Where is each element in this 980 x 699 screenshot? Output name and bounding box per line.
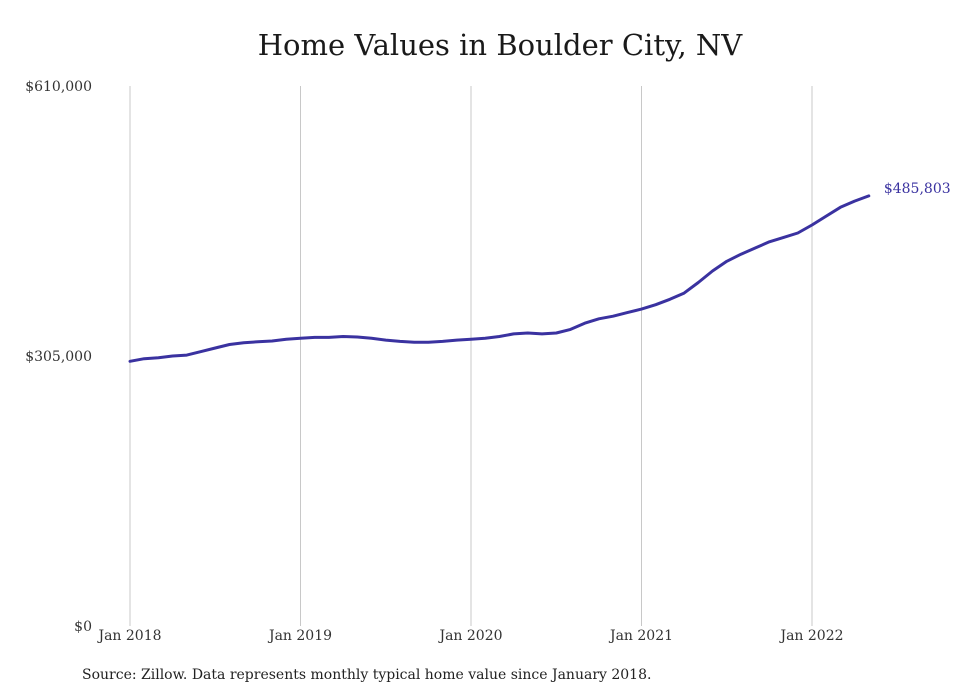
end-value-label: $485,803 (884, 181, 951, 197)
chart-title: Home Values in Boulder City, NV (257, 28, 743, 62)
source-note: Source: Zillow. Data represents monthly … (82, 667, 652, 683)
y-axis: $0 $305,000 $610,000 (25, 79, 92, 635)
end-value-label-group: $485,803 (884, 181, 951, 197)
grid-lines (129, 86, 813, 626)
y-tick-label: $0 (74, 619, 92, 635)
x-tick-label: Jan 2018 (96, 628, 161, 644)
x-tick-label: Jan 2021 (608, 628, 673, 644)
y-tick-label: $305,000 (25, 349, 92, 365)
series (128, 194, 871, 363)
x-tick-label: Jan 2019 (267, 628, 332, 644)
x-tick-label: Jan 2022 (778, 628, 843, 644)
y-tick-label: $610,000 (25, 79, 92, 95)
x-axis: Jan 2018 Jan 2019 Jan 2020 Jan 2021 Jan 2022 (96, 628, 843, 644)
x-tick-label: Jan 2020 (437, 628, 502, 644)
series-line (128, 194, 871, 363)
